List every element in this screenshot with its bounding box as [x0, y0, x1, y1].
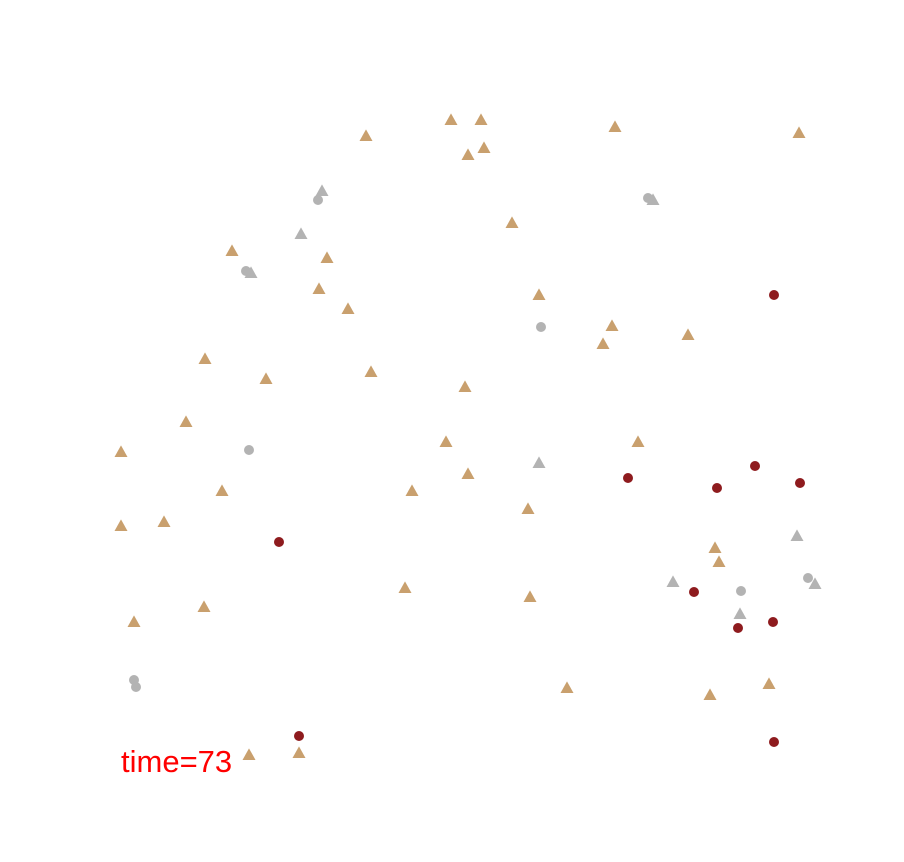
tan-triangle-point [631, 435, 645, 447]
tan-triangle-point [312, 282, 326, 294]
tan-triangle-point [477, 141, 491, 153]
gray-circle-point [241, 266, 251, 276]
red-circle-point [623, 473, 633, 483]
tan-triangle-point [364, 365, 378, 377]
red-circle-point [274, 537, 284, 547]
tan-triangle-point [341, 302, 355, 314]
gray-triangle-point [532, 456, 546, 468]
tan-triangle-point [523, 590, 537, 602]
tan-triangle-point [461, 148, 475, 160]
tan-triangle-point [461, 467, 475, 479]
tan-triangle-point [320, 251, 334, 263]
red-circle-point [750, 461, 760, 471]
tan-triangle-point [198, 352, 212, 364]
gray-circle-point [313, 195, 323, 205]
tan-triangle-point [521, 502, 535, 514]
tan-triangle-point [225, 244, 239, 256]
gray-circle-point [536, 322, 546, 332]
tan-triangle-point [405, 484, 419, 496]
tan-triangle-point [560, 681, 574, 693]
tan-triangle-point [127, 615, 141, 627]
gray-circle-point [244, 445, 254, 455]
red-circle-point [733, 623, 743, 633]
tan-triangle-point [458, 380, 472, 392]
gray-triangle-point [733, 607, 747, 619]
tan-triangle-point [215, 484, 229, 496]
tan-triangle-point [197, 600, 211, 612]
red-circle-point [712, 483, 722, 493]
tan-triangle-point [259, 372, 273, 384]
gray-triangle-point [790, 529, 804, 541]
tan-triangle-point [439, 435, 453, 447]
tan-triangle-point [474, 113, 488, 125]
tan-triangle-point [708, 541, 722, 553]
tan-triangle-point [444, 113, 458, 125]
tan-triangle-point [179, 415, 193, 427]
tan-triangle-point [792, 126, 806, 138]
gray-triangle-point [315, 184, 329, 196]
gray-triangle-point [808, 577, 822, 589]
red-circle-point [769, 290, 779, 300]
red-circle-point [795, 478, 805, 488]
tan-triangle-point [703, 688, 717, 700]
gray-circle-point [803, 573, 813, 583]
tan-triangle-point [359, 129, 373, 141]
red-circle-point [294, 731, 304, 741]
tan-triangle-point [398, 581, 412, 593]
gray-circle-point [131, 682, 141, 692]
red-circle-point [768, 617, 778, 627]
tan-triangle-point [505, 216, 519, 228]
tan-triangle-point [596, 337, 610, 349]
gray-circle-point [643, 193, 653, 203]
tan-triangle-point [608, 120, 622, 132]
tan-triangle-point [532, 288, 546, 300]
gray-triangle-point [666, 575, 680, 587]
red-circle-point [689, 587, 699, 597]
gray-circle-point [736, 586, 746, 596]
tan-triangle-point [712, 555, 726, 567]
tan-triangle-point [114, 445, 128, 457]
gray-triangle-point [294, 227, 308, 239]
tan-triangle-point [681, 328, 695, 340]
tan-triangle-point [242, 748, 256, 760]
tan-triangle-point [114, 519, 128, 531]
time-label: time=73 [121, 744, 233, 779]
red-circle-point [769, 737, 779, 747]
tan-triangle-point [292, 746, 306, 758]
tan-triangle-point [762, 677, 776, 689]
tan-triangle-point [157, 515, 171, 527]
tan-triangle-point [605, 319, 619, 331]
